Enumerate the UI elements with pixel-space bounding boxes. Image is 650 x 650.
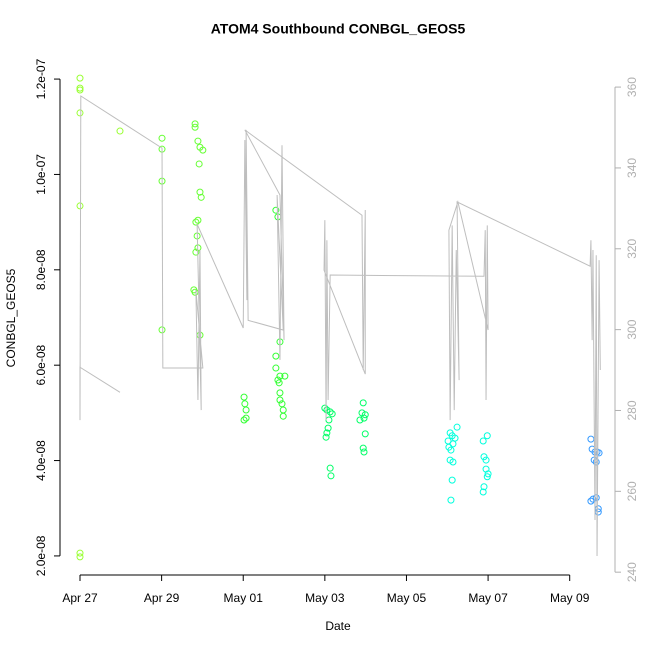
y2-tick-label: 280: [625, 400, 639, 420]
y-tick-label: 2.0e-08: [34, 535, 48, 576]
point: [76, 74, 84, 82]
point: [326, 408, 334, 416]
point: [446, 456, 454, 464]
point: [191, 288, 199, 296]
point: [321, 404, 329, 412]
point: [158, 134, 166, 142]
point: [483, 432, 491, 440]
point: [326, 464, 334, 472]
point: [361, 411, 369, 419]
chart-title: ATOM4 Southbound CONBGL_GEOS5: [211, 21, 466, 37]
point: [191, 120, 199, 128]
point: [281, 372, 289, 380]
point: [480, 483, 488, 491]
point: [276, 372, 284, 380]
point: [592, 458, 600, 466]
point: [275, 379, 283, 387]
point: [360, 414, 368, 422]
y2-tick-label: 300: [625, 319, 639, 339]
point: [479, 488, 487, 496]
y-tick-label: 1.0e-07: [34, 154, 48, 195]
y2-tick-label: 240: [625, 562, 639, 582]
line: [79, 95, 601, 557]
point: [272, 364, 280, 372]
y2-tick-label: 320: [625, 238, 639, 258]
point: [325, 416, 333, 424]
point: [328, 410, 336, 418]
x-tick-label: Apr 29: [144, 591, 180, 605]
point: [276, 396, 284, 404]
point: [191, 123, 199, 131]
point: [76, 109, 84, 117]
point: [589, 495, 597, 503]
point: [587, 497, 595, 505]
point: [195, 160, 203, 168]
point: [194, 137, 202, 145]
point: [592, 494, 600, 502]
point: [194, 216, 202, 224]
point: [116, 127, 124, 135]
point: [449, 440, 457, 448]
point: [587, 435, 595, 443]
x-tick-label: Apr 27: [62, 591, 98, 605]
point: [356, 416, 364, 424]
point: [242, 414, 250, 422]
x-tick-label: May 03: [305, 591, 345, 605]
point: [192, 218, 200, 226]
point: [327, 472, 335, 480]
x-tick-label: May 01: [224, 591, 264, 605]
point: [192, 248, 200, 256]
point: [199, 146, 207, 154]
point: [158, 326, 166, 334]
point: [323, 429, 331, 437]
point: [272, 206, 280, 214]
y-axis-title: CONBGL_GEOS5: [4, 268, 18, 367]
x-axis-title: Date: [325, 619, 351, 633]
y-tick-label: 4.0e-08: [34, 440, 48, 481]
point: [595, 449, 603, 457]
point: [197, 193, 205, 201]
point: [361, 430, 369, 438]
point: [76, 553, 84, 561]
point: [479, 437, 487, 445]
y-tick-label: 6.0e-08: [34, 345, 48, 386]
point: [242, 406, 250, 414]
y-tick-label: 1.2e-07: [34, 58, 48, 99]
point: [322, 433, 330, 441]
point: [241, 400, 249, 408]
point: [196, 188, 204, 196]
point: [76, 84, 84, 92]
point: [76, 202, 84, 210]
point: [76, 86, 84, 94]
point: [279, 412, 287, 420]
point: [447, 496, 455, 504]
point: [276, 389, 284, 397]
x-tick-label: May 05: [387, 591, 427, 605]
point: [240, 416, 248, 424]
y-tick-label: 8.0e-08: [34, 249, 48, 290]
y2-tick-label: 360: [625, 77, 639, 97]
point: [484, 470, 492, 478]
point: [272, 352, 280, 360]
point: [482, 456, 490, 464]
point: [483, 473, 491, 481]
point: [447, 446, 455, 454]
point: [359, 399, 367, 407]
point: [448, 476, 456, 484]
point: [324, 424, 332, 432]
point: [360, 448, 368, 456]
point: [240, 393, 248, 401]
point: [453, 423, 461, 431]
x-tick-label: May 07: [468, 591, 508, 605]
point: [279, 406, 287, 414]
y2-tick-label: 260: [625, 481, 639, 501]
y2-tick-label: 340: [625, 158, 639, 178]
x-tick-label: May 09: [550, 591, 590, 605]
point: [359, 444, 367, 452]
point: [76, 549, 84, 557]
